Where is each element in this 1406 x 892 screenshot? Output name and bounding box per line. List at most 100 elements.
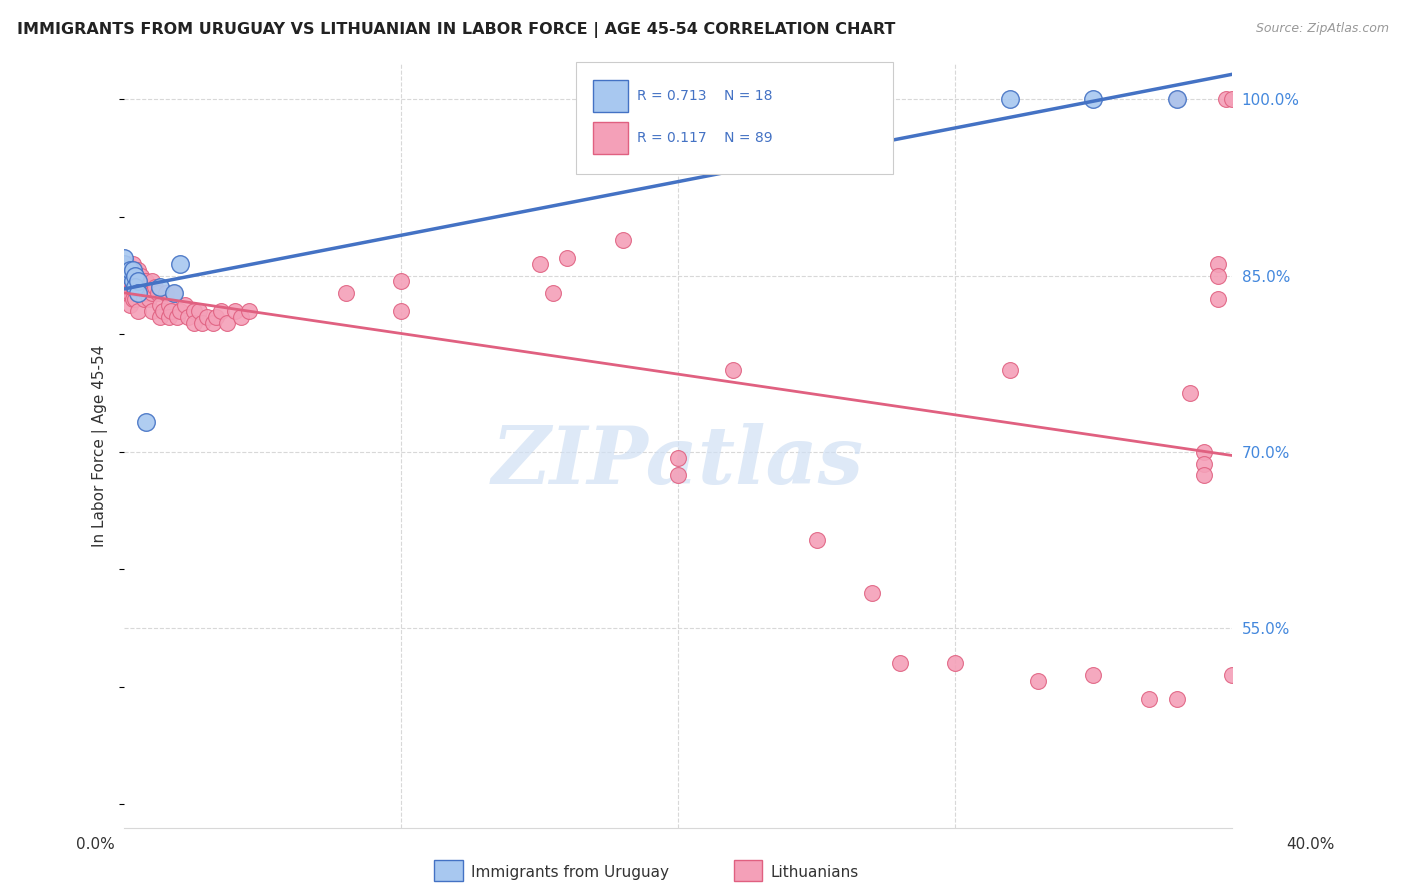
- Point: [141, 303, 163, 318]
- Point: [146, 286, 169, 301]
- Text: 0.0%: 0.0%: [76, 838, 115, 852]
- Point: [174, 298, 197, 312]
- Point: [1000, 92, 1022, 106]
- Point: [127, 275, 149, 289]
- Point: [124, 280, 146, 294]
- Point: [1192, 457, 1215, 471]
- Point: [169, 303, 191, 318]
- Point: [115, 268, 138, 283]
- Point: [666, 450, 689, 465]
- Point: [112, 268, 135, 283]
- Point: [129, 268, 152, 283]
- Point: [1192, 445, 1215, 459]
- Point: [112, 262, 135, 277]
- Point: [201, 316, 224, 330]
- Point: [612, 233, 634, 247]
- Point: [543, 286, 565, 301]
- Point: [209, 303, 232, 318]
- Point: [1180, 386, 1202, 401]
- Point: [127, 286, 149, 301]
- Point: [195, 310, 218, 324]
- Point: [118, 275, 141, 289]
- Point: [149, 310, 172, 324]
- Point: [121, 268, 143, 283]
- Point: [529, 257, 551, 271]
- Text: R = 0.117    N = 89: R = 0.117 N = 89: [637, 131, 772, 145]
- Point: [112, 262, 135, 277]
- Point: [112, 280, 135, 294]
- Point: [152, 303, 174, 318]
- Point: [118, 268, 141, 283]
- Point: [1166, 691, 1188, 706]
- Text: Lithuanians: Lithuanians: [770, 865, 859, 880]
- Point: [389, 275, 412, 289]
- Point: [666, 468, 689, 483]
- Point: [806, 533, 828, 547]
- Text: R = 0.713    N = 18: R = 0.713 N = 18: [637, 89, 772, 103]
- Point: [1192, 468, 1215, 483]
- Point: [127, 303, 149, 318]
- Point: [229, 310, 252, 324]
- Point: [124, 292, 146, 306]
- Point: [112, 251, 135, 265]
- Point: [389, 303, 412, 318]
- Point: [124, 262, 146, 277]
- Point: [1206, 292, 1229, 306]
- Point: [115, 257, 138, 271]
- Point: [163, 286, 186, 301]
- Point: [118, 286, 141, 301]
- Point: [127, 286, 149, 301]
- Point: [141, 286, 163, 301]
- Point: [183, 303, 205, 318]
- Text: 40.0%: 40.0%: [1286, 838, 1334, 852]
- Point: [132, 275, 155, 289]
- Point: [112, 275, 135, 289]
- Point: [143, 280, 166, 294]
- Point: [127, 275, 149, 289]
- Point: [121, 280, 143, 294]
- Point: [129, 280, 152, 294]
- Point: [118, 262, 141, 277]
- Point: [1166, 92, 1188, 106]
- Point: [1137, 691, 1160, 706]
- Point: [860, 586, 883, 600]
- Text: Source: ZipAtlas.com: Source: ZipAtlas.com: [1256, 22, 1389, 36]
- Point: [335, 286, 357, 301]
- Point: [157, 310, 180, 324]
- Point: [155, 286, 177, 301]
- Point: [1166, 92, 1188, 106]
- Point: [1206, 268, 1229, 283]
- Point: [121, 257, 143, 271]
- Point: [943, 657, 966, 671]
- Y-axis label: In Labor Force | Age 45-54: In Labor Force | Age 45-54: [93, 345, 108, 547]
- Point: [135, 275, 157, 289]
- Point: [1000, 362, 1022, 376]
- Point: [557, 251, 579, 265]
- Point: [118, 298, 141, 312]
- Point: [121, 292, 143, 306]
- Point: [183, 316, 205, 330]
- Point: [160, 303, 183, 318]
- Point: [163, 286, 186, 301]
- Point: [135, 416, 157, 430]
- Point: [121, 275, 143, 289]
- Point: [1026, 673, 1049, 688]
- Point: [1083, 92, 1105, 106]
- Point: [1083, 668, 1105, 682]
- Point: [127, 262, 149, 277]
- Point: [135, 286, 157, 301]
- Point: [141, 275, 163, 289]
- Point: [112, 286, 135, 301]
- Text: Immigrants from Uruguay: Immigrants from Uruguay: [471, 865, 669, 880]
- Point: [124, 268, 146, 283]
- Text: IMMIGRANTS FROM URUGUAY VS LITHUANIAN IN LABOR FORCE | AGE 45-54 CORRELATION CHA: IMMIGRANTS FROM URUGUAY VS LITHUANIAN IN…: [17, 22, 896, 38]
- Point: [115, 280, 138, 294]
- Point: [149, 298, 172, 312]
- Point: [889, 657, 911, 671]
- Text: ZIPatlas: ZIPatlas: [492, 423, 865, 500]
- Point: [204, 310, 226, 324]
- Point: [224, 303, 246, 318]
- Point: [132, 292, 155, 306]
- Point: [149, 280, 172, 294]
- Point: [112, 257, 135, 271]
